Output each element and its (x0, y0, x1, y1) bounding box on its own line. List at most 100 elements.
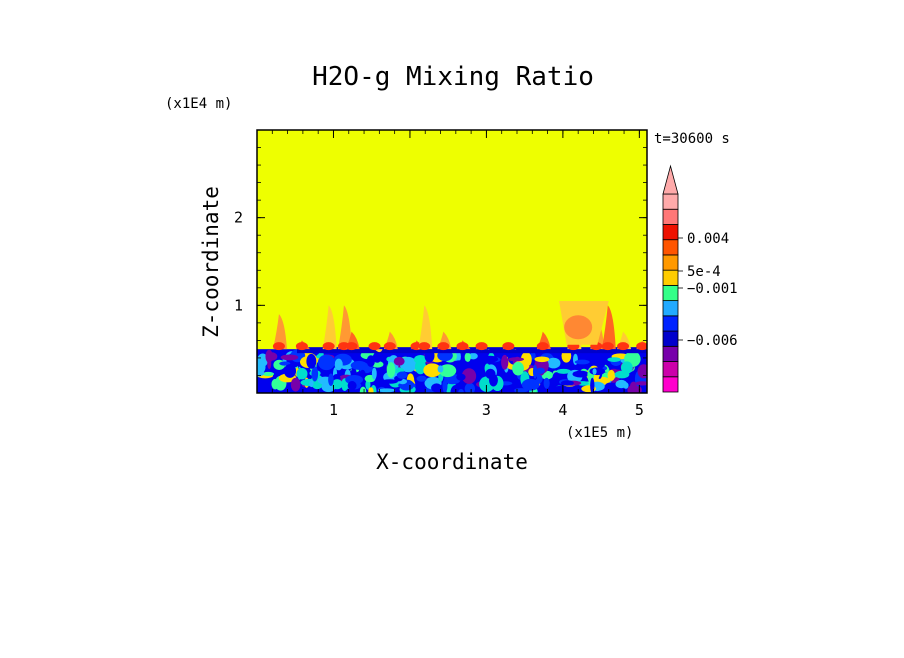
field-blob (266, 352, 278, 361)
field-blob (283, 364, 297, 378)
field-blob (512, 361, 524, 376)
field-blob (396, 371, 408, 379)
field-blob (607, 369, 616, 382)
colorbar-label: −0.001 (687, 281, 738, 297)
y-scale-label: (x1E4 m) (165, 96, 232, 112)
x-tick-label: 2 (405, 401, 414, 419)
plume (337, 305, 352, 350)
field-blob (378, 388, 396, 393)
x-axis-label: X-coordinate (376, 450, 528, 474)
field-blob (589, 367, 606, 376)
plume-base (383, 342, 396, 351)
plume (322, 305, 337, 350)
field-blob (368, 387, 374, 393)
field-blob (416, 375, 427, 382)
field-blob (552, 372, 561, 384)
field-blob (423, 363, 442, 378)
cloud-core (564, 315, 593, 340)
colorbar-label: 0.004 (687, 231, 729, 247)
field-blob (590, 353, 606, 370)
field-blob (556, 368, 571, 374)
field-blob (468, 352, 478, 360)
x-tick-label: 3 (482, 401, 491, 419)
field-blob (637, 364, 647, 379)
field-blob (501, 383, 515, 393)
field-blob (290, 377, 301, 392)
colorbar-swatch (662, 224, 679, 241)
colorbar-swatch (662, 284, 679, 302)
field-blob (508, 357, 525, 362)
colorbar: 0.004 5e-4−0.001 −0.006 (662, 164, 738, 393)
y-tick-label: 2 (234, 209, 243, 227)
plume-base (437, 342, 450, 351)
field-blob (475, 359, 483, 366)
field-blob (386, 362, 396, 379)
field-blob (306, 389, 322, 393)
field-blob (614, 370, 630, 379)
field-blob (501, 354, 509, 370)
field-blob (257, 370, 265, 377)
field-blob (572, 370, 590, 378)
field-layer (257, 300, 647, 393)
colorbar-swatch (662, 300, 679, 317)
boundary-band (297, 347, 647, 354)
colorbar-swatch (662, 330, 679, 347)
field-blob (536, 367, 545, 374)
y-tick-label: 1 (234, 296, 243, 314)
field-blob (334, 358, 343, 371)
plume-base (475, 342, 488, 351)
field-blob (431, 383, 443, 393)
field-blob (592, 368, 597, 375)
field-blob (442, 379, 448, 393)
plume (418, 305, 433, 350)
field-blob (574, 359, 590, 365)
field-blob (620, 361, 633, 374)
field-blob (635, 381, 647, 386)
x-tick-label: 4 (558, 401, 567, 419)
colorbar-swatch (662, 315, 679, 332)
field-blob (350, 360, 368, 370)
plume-base (456, 342, 469, 351)
plume-base (636, 342, 647, 351)
plume (272, 314, 287, 350)
field-blob (309, 380, 314, 388)
colorbar-swatch (662, 269, 679, 286)
field-blob (280, 354, 299, 361)
tick-layer: 1 2 3 4 5 1 2 (234, 130, 647, 419)
field-blob (414, 359, 427, 375)
colorbar-swatch (662, 376, 679, 393)
field-blob (437, 365, 444, 373)
plume (601, 305, 616, 350)
colorbar-label: −0.006 (687, 333, 738, 349)
field-blob (521, 378, 540, 391)
time-label: t=30600 s (654, 131, 730, 147)
field-blob (560, 380, 574, 386)
field-blob (461, 368, 477, 384)
field-blob (439, 364, 457, 378)
field-blob (552, 385, 568, 393)
field-blob (452, 360, 469, 367)
field-blob (458, 389, 464, 393)
field-blob (482, 355, 499, 363)
colorbar-swatch (662, 239, 679, 256)
field-blob (456, 373, 466, 381)
field-blob (615, 379, 628, 389)
colorbar-swatch (662, 345, 679, 362)
field-blob (485, 368, 496, 380)
plume-base (368, 342, 381, 351)
x-tick-label: 1 (329, 401, 338, 419)
plume (368, 349, 383, 353)
colorbar-swatch (662, 208, 679, 225)
field-blob (532, 364, 538, 379)
colorbar-label: 5e-4 (687, 264, 721, 280)
field-blob (262, 371, 275, 377)
plume-base (601, 342, 614, 351)
field-blob (347, 381, 357, 391)
plume-base (536, 342, 549, 351)
field-blob (296, 367, 308, 380)
field-blob (371, 367, 377, 380)
plume-base (345, 342, 358, 351)
field-blob (450, 384, 461, 393)
x-scale-label: (x1E5 m) (566, 425, 633, 441)
